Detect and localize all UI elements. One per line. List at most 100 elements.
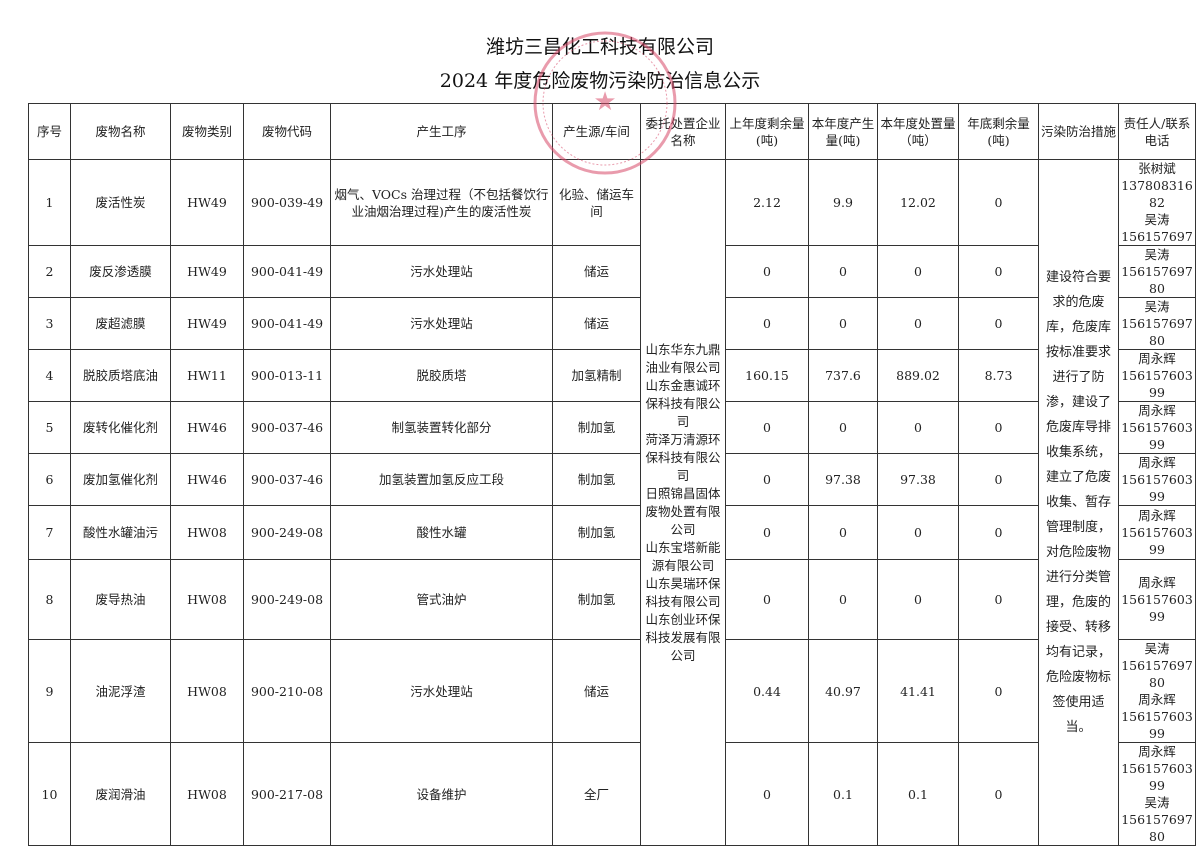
- contact: 吴涛 15615769780: [1118, 297, 1196, 350]
- source-workshop: 制加氢: [552, 401, 641, 454]
- prev-year-remaining: 0: [725, 297, 809, 350]
- current-year-disposed: 0: [877, 297, 959, 350]
- contact: 周永辉 15615760399: [1118, 453, 1196, 506]
- source-workshop: 制加氢: [552, 505, 641, 560]
- waste-name: 废导热油: [70, 559, 171, 640]
- source-workshop: 化验、储运车间: [552, 159, 641, 246]
- table-row: 9 油泥浮渣 HW08 900-210-08 污水处理站 储运 0.44 40.97 41.41…: [28, 639, 1196, 743]
- process: 管式油炉: [330, 559, 553, 640]
- current-year-generated: 40.97: [808, 639, 878, 743]
- contact: 周永辉 15615760399: [1118, 559, 1196, 640]
- waste-code: 900-249-08: [243, 505, 331, 560]
- waste-code: 900-249-08: [243, 559, 331, 640]
- contact: 周永辉 15615760399: [1118, 401, 1196, 454]
- year-end-remaining: 8.73: [958, 349, 1039, 402]
- process: 污水处理站: [330, 297, 553, 350]
- prev-year-remaining: 0: [725, 453, 809, 506]
- year-end-remaining: 0: [958, 297, 1039, 350]
- waste-category: HW49: [170, 159, 244, 246]
- row-number: 5: [28, 401, 71, 454]
- source-workshop: 全厂: [552, 742, 641, 846]
- prev-year-remaining: 0.44: [725, 639, 809, 743]
- waste-name: 废转化催化剂: [70, 401, 171, 454]
- source-workshop: 加氢精制: [552, 349, 641, 402]
- current-year-generated: 0: [808, 559, 878, 640]
- table-row: 1 废活性炭 HW49 900-039-49 烟气、VOCs 治理过程（不包括餐饮行业油…: [28, 159, 1196, 846]
- current-year-disposed: 0.1: [877, 742, 959, 846]
- current-year-generated: 97.38: [808, 453, 878, 506]
- waste-name: 废反渗透膜: [70, 245, 171, 298]
- column-header: 上年度剩余量(吨): [725, 103, 809, 160]
- column-header: 序号: [28, 103, 71, 160]
- current-year-disposed: 0: [877, 401, 959, 454]
- contact: 周永辉 15615760399: [1118, 349, 1196, 402]
- contact: 周永辉 15615760399: [1118, 505, 1196, 560]
- process: 加氢装置加氢反应工段: [330, 453, 553, 506]
- table-row: 6 废加氢催化剂 HW46 900-037-46 加氢装置加氢反应工段 制加氢 0 97.38…: [28, 453, 1196, 506]
- waste-category: HW08: [170, 742, 244, 846]
- current-year-disposed: 12.02: [877, 159, 959, 246]
- current-year-disposed: 41.41: [877, 639, 959, 743]
- waste-name: 废润滑油: [70, 742, 171, 846]
- waste-code: 900-210-08: [243, 639, 331, 743]
- document-title: 2024 年度危险废物污染防治信息公示: [439, 70, 761, 92]
- current-year-disposed: 0: [877, 505, 959, 560]
- source-workshop: 储运: [552, 297, 641, 350]
- contact: 周永辉 15615760399 吴涛 15615769780: [1118, 742, 1196, 846]
- process: 污水处理站: [330, 639, 553, 743]
- table-row: 5 废转化催化剂 HW46 900-037-46 制氢装置转化部分 制加氢 0 0 0 0 周永辉 …: [28, 401, 1196, 454]
- waste-code: 900-217-08: [243, 742, 331, 846]
- process: 污水处理站: [330, 245, 553, 298]
- contact: 吴涛 15615769780 周永辉 15615760399: [1118, 639, 1196, 743]
- column-header: 废物类别: [170, 103, 244, 160]
- current-year-disposed: 97.38: [877, 453, 959, 506]
- year-end-remaining: 0: [958, 639, 1039, 743]
- prev-year-remaining: 0: [725, 245, 809, 298]
- waste-category: HW08: [170, 505, 244, 560]
- column-header: 本年度产生量(吨): [808, 103, 878, 160]
- row-number: 2: [28, 245, 71, 298]
- waste-name: 废活性炭: [70, 159, 171, 246]
- process: 烟气、VOCs 治理过程（不包括餐饮行业油烟治理过程)产生的废活性炭: [330, 159, 553, 246]
- current-year-disposed: 0: [877, 245, 959, 298]
- year-end-remaining: 0: [958, 453, 1039, 506]
- row-number: 6: [28, 453, 71, 506]
- year-end-remaining: 0: [958, 401, 1039, 454]
- column-header: 污染防治措施: [1038, 103, 1119, 160]
- current-year-generated: 9.9: [808, 159, 878, 246]
- waste-code: 900-037-46: [243, 401, 331, 454]
- process: 酸性水罐: [330, 505, 553, 560]
- waste-info-table: 序号 废物名称 废物类别 废物代码 产生工序 产生源/车间 委托处置企业名称 上年度剩余量(吨…: [28, 103, 1196, 846]
- process: 设备维护: [330, 742, 553, 846]
- waste-code: 900-013-11: [243, 349, 331, 402]
- current-year-generated: 0: [808, 505, 878, 560]
- waste-name: 油泥浮渣: [70, 639, 171, 743]
- current-year-generated: 0.1: [808, 742, 878, 846]
- waste-category: HW08: [170, 559, 244, 640]
- waste-code: 900-041-49: [243, 245, 331, 298]
- waste-name: 脱胶质塔底油: [70, 349, 171, 402]
- contact: 吴涛 15615769780: [1118, 245, 1196, 298]
- table-row: 7 酸性水罐油污 HW08 900-249-08 酸性水罐 制加氢 0 0 0 0 周永辉 1561…: [28, 505, 1196, 560]
- waste-category: HW46: [170, 453, 244, 506]
- row-number: 3: [28, 297, 71, 350]
- column-header: 产生源/车间: [552, 103, 641, 160]
- current-year-generated: 0: [808, 245, 878, 298]
- waste-category: HW49: [170, 245, 244, 298]
- waste-name: 酸性水罐油污: [70, 505, 171, 560]
- year-end-remaining: 0: [958, 559, 1039, 640]
- waste-code: 900-039-49: [243, 159, 331, 246]
- prev-year-remaining: 160.15: [725, 349, 809, 402]
- year-end-remaining: 0: [958, 742, 1039, 846]
- column-header: 年底剩余量(吨): [958, 103, 1039, 160]
- source-workshop: 储运: [552, 639, 641, 743]
- company-name: 潍坊三昌化工科技有限公司: [485, 36, 714, 58]
- current-year-disposed: 0: [877, 559, 959, 640]
- year-end-remaining: 0: [958, 505, 1039, 560]
- row-number: 8: [28, 559, 71, 640]
- waste-name: 废加氢催化剂: [70, 453, 171, 506]
- source-workshop: 制加氢: [552, 559, 641, 640]
- waste-category: HW08: [170, 639, 244, 743]
- row-number: 10: [28, 742, 71, 846]
- column-header: 责任人/联系电话: [1118, 103, 1196, 160]
